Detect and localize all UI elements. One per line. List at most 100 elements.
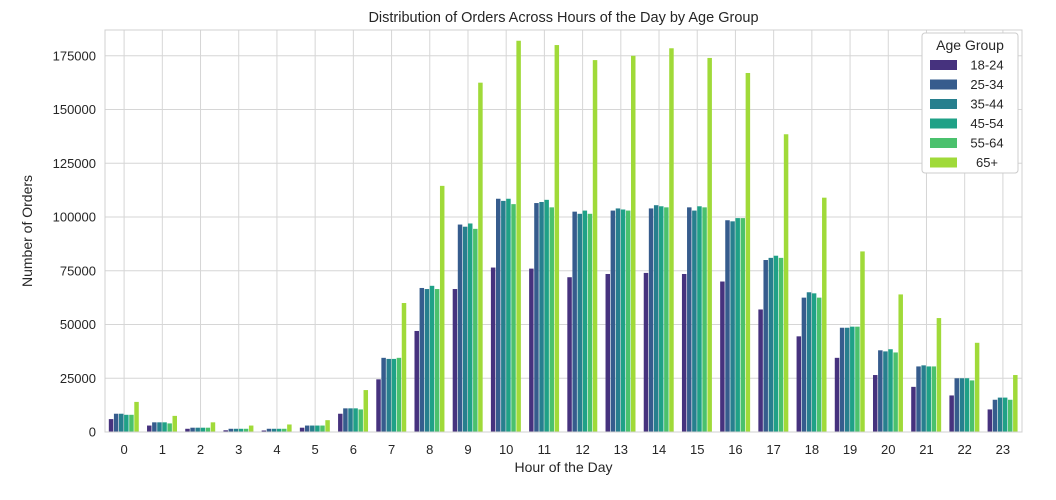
x-tick-label: 12: [575, 442, 589, 457]
bar-45-54-hour-12: [582, 210, 588, 432]
bar-65+-hour-22: [974, 342, 980, 432]
legend: Age Group 18-24 25-34 35-44 45-54 55-64 65+: [921, 32, 1019, 174]
bar-65+-hour-19: [860, 251, 865, 432]
bar-65+-hour-12: [592, 60, 598, 432]
y-tick-label: 175000: [53, 48, 96, 63]
bar-55-64-hour-11: [549, 207, 554, 432]
bar-25-34-hour-0: [113, 413, 119, 432]
legend-swatch: [930, 99, 957, 109]
bar-25-34-hour-21: [916, 366, 921, 432]
bar-45-54-hour-13: [620, 209, 626, 432]
bar-35-44-hour-21: [921, 365, 926, 432]
bar-65+-hour-4: [287, 424, 292, 432]
y-tick-label: 25000: [60, 371, 96, 386]
x-tick-label: 6: [350, 442, 357, 457]
bar-35-44-hour-1: [157, 422, 162, 432]
x-tick-label: 0: [120, 442, 127, 457]
bar-65+-hour-11: [554, 45, 560, 433]
bar-35-44-hour-6: [348, 408, 353, 432]
legend-label: 45-54: [970, 116, 1003, 131]
bar-65+-hour-13: [631, 55, 636, 433]
bar-35-44-hour-9: [462, 226, 468, 432]
bar-18-24-hour-12: [567, 277, 572, 432]
bar-35-44-hour-15: [692, 210, 697, 432]
bar-65+-hour-0: [134, 401, 139, 432]
bar-35-44-hour-3: [233, 428, 239, 432]
bar-55-64-hour-12: [587, 213, 593, 432]
bar-25-34-hour-13: [610, 210, 616, 432]
bar-25-34-hour-16: [725, 220, 730, 432]
bar-45-54-hour-2: [200, 427, 206, 432]
bar-55-64-hour-6: [358, 409, 363, 432]
x-tick-label: 16: [728, 442, 742, 457]
bar-18-24-hour-21: [911, 386, 916, 432]
bar-45-54-hour-22: [964, 378, 970, 432]
bar-18-24-hour-4: [261, 430, 267, 432]
x-tick-label: 19: [843, 442, 857, 457]
bar-18-24-hour-19: [834, 357, 840, 432]
bar-55-64-hour-5: [320, 425, 325, 432]
x-tick-label: 17: [766, 442, 780, 457]
bar-35-44-hour-2: [195, 427, 200, 432]
y-tick-label: 50000: [60, 317, 96, 332]
bar-18-24-hour-15: [681, 273, 687, 432]
x-tick-label: 9: [464, 442, 471, 457]
bar-45-54-hour-0: [124, 414, 129, 432]
x-tick-label: 10: [499, 442, 513, 457]
bar-45-54-hour-15: [697, 206, 702, 432]
y-axis-title: Number of Orders: [19, 175, 35, 287]
bar-55-64-hour-1: [167, 423, 172, 432]
bar-35-44-hour-14: [653, 205, 659, 432]
bar-25-34-hour-17: [763, 260, 768, 432]
bar-35-44-hour-16: [730, 221, 735, 432]
bar-25-34-hour-2: [190, 427, 195, 432]
bars: [108, 40, 1018, 433]
bar-25-34-hour-12: [572, 211, 577, 432]
legend-label: 25-34: [970, 77, 1003, 92]
bar-55-64-hour-8: [434, 289, 440, 432]
bar-35-44-hour-22: [959, 378, 965, 432]
x-tick-label: 8: [426, 442, 433, 457]
bar-18-24-hour-18: [796, 336, 802, 432]
bar-65+-hour-1: [172, 415, 177, 432]
bar-65+-hour-8: [439, 185, 445, 432]
bar-55-64-hour-7: [396, 357, 402, 432]
bar-45-54-hour-5: [315, 425, 320, 432]
bar-55-64-hour-4: [282, 428, 287, 432]
bar-35-44-hour-11: [539, 201, 544, 432]
bar-55-64-hour-14: [664, 207, 669, 432]
y-tick-label: 125000: [53, 156, 96, 171]
bar-65+-hour-10: [516, 40, 521, 432]
bar-18-24-hour-8: [414, 330, 419, 432]
bar-35-44-hour-19: [844, 327, 850, 432]
legend-title: Age Group: [936, 37, 1004, 53]
bar-18-24-hour-17: [758, 309, 763, 432]
bar-65+-hour-18: [822, 197, 827, 432]
bar-35-44-hour-5: [310, 425, 315, 432]
bar-25-34-hour-3: [228, 428, 234, 432]
y-tick-label: 0: [89, 425, 96, 440]
bar-55-64-hour-10: [511, 204, 516, 432]
x-tick-label: 15: [690, 442, 704, 457]
bar-55-64-hour-16: [740, 218, 746, 432]
bar-25-34-hour-22: [954, 378, 959, 432]
x-tick-label: 5: [312, 442, 319, 457]
bar-18-24-hour-0: [108, 419, 114, 432]
bar-55-64-hour-22: [969, 380, 975, 432]
x-tick-label: 23: [996, 442, 1010, 457]
x-tick-label: 2: [197, 442, 204, 457]
bar-18-24-hour-10: [490, 267, 496, 432]
bar-25-34-hour-4: [266, 428, 272, 432]
y-tick-label: 75000: [60, 263, 96, 278]
bar-35-44-hour-7: [386, 358, 391, 432]
legend-swatch: [930, 118, 957, 129]
legend-swatch: [930, 79, 957, 90]
bar-65+-hour-14: [669, 48, 674, 433]
bar-18-24-hour-1: [147, 425, 152, 432]
bar-18-24-hour-16: [720, 281, 725, 432]
x-tick-label: 7: [388, 442, 395, 457]
plot-frame: [104, 29, 1023, 433]
bar-35-44-hour-23: [997, 397, 1003, 432]
bar-25-34-hour-14: [648, 208, 654, 432]
